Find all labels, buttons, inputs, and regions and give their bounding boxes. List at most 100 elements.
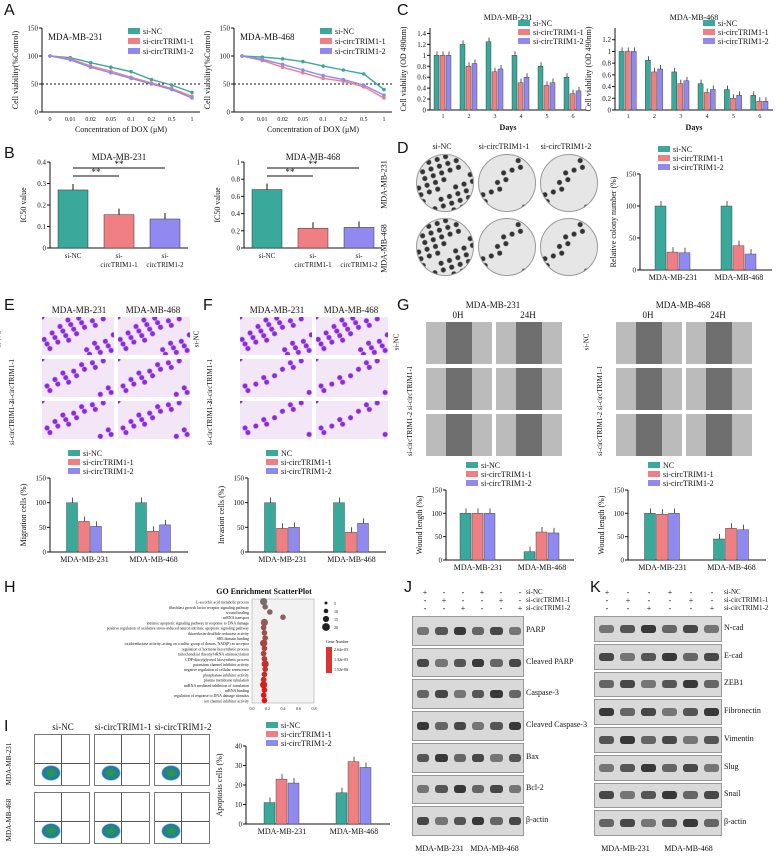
bar	[297, 227, 329, 249]
data-point	[68, 58, 73, 62]
y-tick-label: 0	[43, 549, 47, 557]
condition-sign: -	[626, 604, 630, 613]
y-tick-label: 0.8	[231, 176, 240, 184]
y-axis-title: Wound length (%)	[597, 495, 606, 554]
migration-images: MDA-MB-231 MDA-MB-468 si-NC si-circTRIM1-1 s…	[0, 305, 198, 445]
y-tick-label: 100	[432, 510, 443, 518]
go-term-label: potassium channel inhibitor activity	[193, 663, 249, 667]
panel-letter-i: I	[4, 718, 9, 735]
condition-sign: +	[422, 588, 428, 597]
bar	[343, 227, 375, 249]
condition-sign: +	[688, 596, 694, 605]
blot-band	[641, 819, 656, 828]
y-tick-label: 0	[239, 821, 243, 829]
cell-population	[161, 823, 181, 839]
x-axis-title: Days	[686, 123, 703, 132]
legend-label: si-circTRIM1-2	[335, 47, 386, 56]
transwell-image	[240, 401, 312, 439]
scatter-point	[261, 671, 268, 678]
blot-band	[599, 652, 614, 661]
blot-band	[704, 680, 719, 689]
y-axis-title: Cell viability (OD 490nm)	[585, 26, 593, 111]
column-label: MDA-MB-468	[323, 305, 379, 315]
y-axis-title: Cell viability(%Control)	[11, 30, 20, 109]
series-line	[49, 55, 193, 94]
colony-dish	[416, 154, 474, 212]
blot-band	[599, 763, 614, 772]
legend-swatch	[518, 20, 530, 26]
legend-label: si-NC	[533, 19, 552, 28]
legend-label: si-circTRIM1-1	[335, 37, 386, 46]
panel-letter-j: J	[404, 579, 412, 596]
legend-swatch	[128, 48, 140, 54]
x-tick-label: MDA-MB-468	[330, 827, 378, 836]
blot-band	[641, 763, 656, 772]
y-tick-label: 0	[35, 109, 39, 117]
protein-label: N-cad	[724, 622, 744, 632]
x-tick-label: 0.01	[257, 117, 268, 123]
legend-label: si-NC	[143, 27, 162, 36]
size-legend-dot	[322, 623, 330, 631]
y-tick-label: 0.3	[37, 180, 46, 188]
bar	[491, 71, 498, 111]
blot-band	[453, 785, 466, 794]
bar	[654, 205, 667, 271]
quadrant-line	[155, 763, 209, 764]
cell-line-label: MDA-MB-231	[415, 844, 464, 853]
flow-plot	[34, 734, 90, 786]
transwell-image	[316, 317, 388, 355]
scatter-point	[261, 697, 268, 704]
bar	[159, 524, 171, 553]
chart-title: MDA-MB-231	[484, 13, 532, 22]
y-tick-label: 100	[614, 510, 625, 518]
y-tick-label: 40	[235, 743, 243, 751]
bar	[569, 93, 576, 111]
column-label: MDA-MB-231	[51, 305, 107, 315]
legend-swatch	[266, 468, 278, 474]
legend-label: si-circTRIM1-2	[673, 163, 724, 172]
legend-label: si-NC	[673, 145, 692, 154]
blot-band	[683, 735, 698, 744]
condition-sign: -	[626, 588, 630, 597]
scatter-point	[261, 656, 268, 662]
y-tick-label: 0.6	[602, 71, 611, 79]
time-label: 0H	[452, 310, 464, 320]
blot-band	[453, 721, 466, 730]
x-tick-label: 5	[546, 114, 549, 120]
transwell-image	[42, 401, 114, 439]
go-term-label: plasma membrane tubulation	[204, 679, 249, 683]
legend-label: NC	[663, 461, 674, 470]
condition-sign: -	[518, 596, 522, 605]
column-label: MDA-MB-468	[125, 305, 181, 315]
legend-swatch	[320, 38, 332, 44]
legend-label: si-circTRIM1-2	[281, 739, 332, 748]
condition-label: si-NC	[526, 588, 543, 596]
transwell-image	[118, 359, 190, 397]
time-label: 0H	[642, 310, 654, 320]
x-tick-label: 6	[572, 114, 575, 120]
blot-band	[472, 626, 485, 635]
data-point	[280, 65, 285, 69]
y-tick-label: 0	[633, 267, 637, 275]
blot-band	[620, 763, 635, 772]
blot-band	[683, 763, 698, 772]
row-label: si-circTRIM1-1	[406, 365, 415, 411]
y-tick-label: 0	[241, 549, 245, 557]
y-tick-label: 1.4	[417, 30, 426, 38]
data-point	[321, 73, 325, 78]
row-label: si-circTRIM1-2	[406, 411, 415, 457]
legend-swatch	[320, 28, 332, 34]
x-tick-label: 0	[241, 117, 244, 123]
blot-band	[662, 735, 677, 744]
blot-strip	[412, 742, 524, 773]
quadrant-line	[155, 821, 209, 822]
wound-image	[496, 368, 562, 410]
y-tick-label: 20	[235, 782, 243, 790]
protein-label: Bcl-2	[526, 783, 544, 793]
panel-letter-f: F	[203, 297, 213, 314]
y-tick-label: 150	[28, 25, 39, 33]
legend-swatch	[703, 38, 715, 44]
go-term-label: thioredoxin-disulfide reductase activity	[188, 632, 249, 636]
condition-sign: +	[498, 596, 504, 605]
bar	[666, 251, 679, 271]
